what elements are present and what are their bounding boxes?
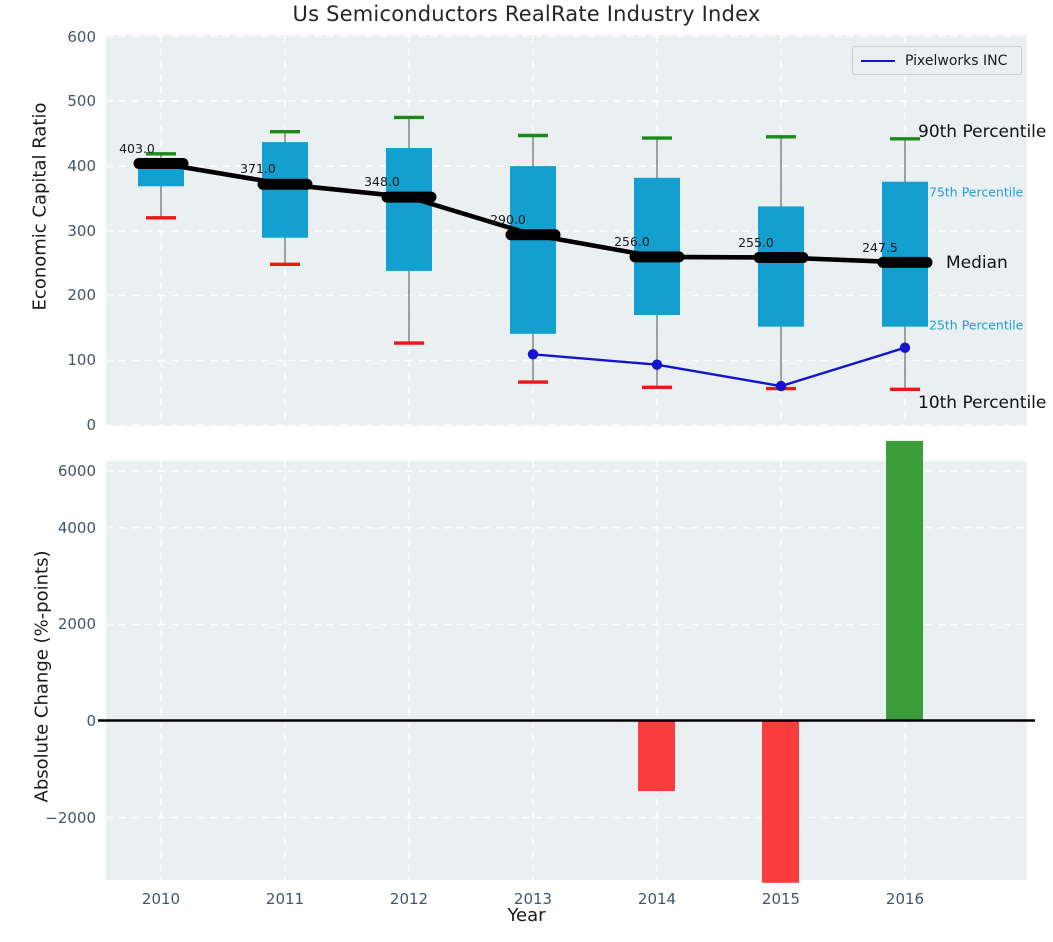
- xtick-2015: 2015: [761, 890, 801, 908]
- legend-label-pixelworks: Pixelworks INC: [905, 52, 1008, 69]
- xtick-2013: 2013: [513, 890, 553, 908]
- company-line-markers: [527, 342, 911, 392]
- ytick-bottom-0: 0: [86, 712, 96, 730]
- legend[interactable]: Pixelworks INC: [852, 46, 1022, 75]
- ytick-top-600: 600: [67, 28, 96, 46]
- xtick-2012: 2012: [389, 890, 429, 908]
- xtick-2016: 2016: [885, 890, 925, 908]
- median-value-2016: 247.5: [862, 240, 898, 255]
- annot-25th-percentile: 25th Percentile: [929, 317, 1024, 333]
- bar-2015-negative: [762, 721, 799, 883]
- median-value-2012: 348.0: [364, 174, 400, 189]
- ytick-bottom-4000: 4000: [57, 519, 96, 537]
- top-gridlines-horizontal: [106, 35, 1027, 427]
- box-2014: [634, 177, 680, 315]
- xtick-2010: 2010: [141, 890, 181, 908]
- annot-10th-percentile: 10th Percentile: [918, 393, 1047, 413]
- ytick-bottom-neg2000: −2000: [45, 809, 96, 827]
- box-2011: [262, 142, 308, 238]
- box-2013: [510, 166, 556, 334]
- x-axis-label: Year: [507, 905, 546, 926]
- percentile-boxes: [138, 142, 928, 334]
- xtick-2011: 2011: [265, 890, 305, 908]
- median-value-2015: 255.0: [738, 235, 774, 250]
- ytick-top-300: 300: [67, 222, 96, 240]
- ytick-top-100: 100: [67, 351, 96, 369]
- xtick-2014: 2014: [637, 890, 677, 908]
- box-2016: [882, 181, 928, 327]
- p10-caps: [146, 216, 920, 391]
- bar-2014-negative: [638, 721, 675, 792]
- annot-90th-percentile: 90th Percentile: [918, 122, 1047, 142]
- box-2012: [386, 148, 432, 271]
- ytick-top-0: 0: [86, 416, 96, 434]
- page-title: Us Semiconductors RealRate Industry Inde…: [292, 2, 761, 26]
- company-line-pixelworks: [532, 346, 906, 388]
- median-value-2014: 256.0: [614, 234, 650, 249]
- median-value-2013: 290.0: [490, 212, 526, 227]
- box-2015: [758, 206, 804, 327]
- ytick-top-200: 200: [67, 286, 96, 304]
- median-markers: [133, 158, 933, 268]
- bottom-panel-background: [106, 461, 1027, 880]
- change-bars: [638, 440, 923, 883]
- annot-median: Median: [946, 253, 1008, 273]
- ytick-bottom-2000: 2000: [57, 615, 96, 633]
- ytick-top-400: 400: [67, 157, 96, 175]
- bar-2016-positive: [886, 440, 923, 721]
- median-value-2011: 371.0: [240, 161, 276, 176]
- legend-line-swatch: [861, 59, 895, 62]
- annot-75th-percentile: 75th Percentile: [929, 184, 1024, 200]
- p90-caps: [146, 115, 920, 156]
- ytick-top-500: 500: [67, 92, 96, 110]
- median-value-2010: 403.0: [119, 141, 155, 156]
- ytick-bottom-6000: 6000: [57, 462, 96, 480]
